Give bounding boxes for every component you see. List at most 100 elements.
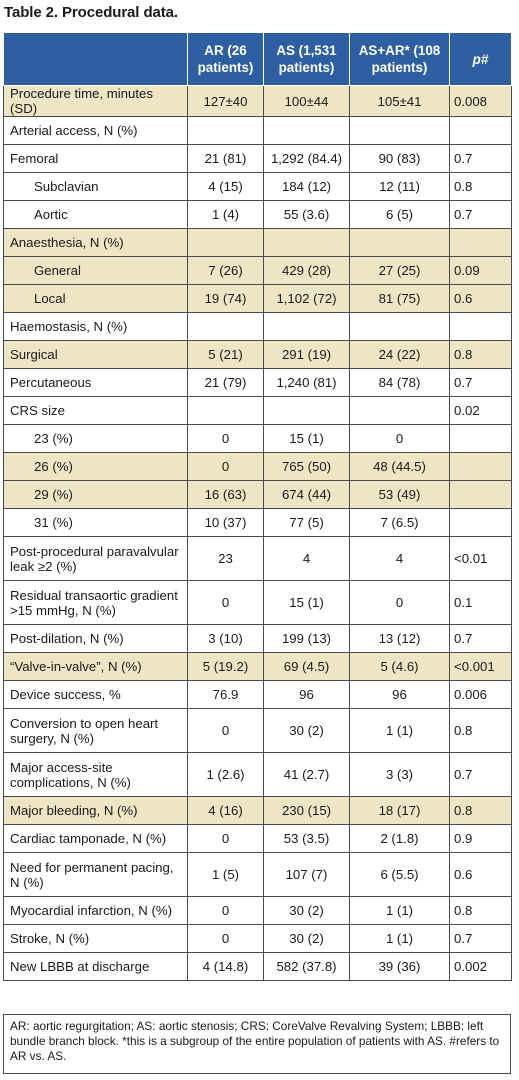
- table-row: Local 19 (74) 1,102 (72) 81 (75) 0.6: [3, 284, 512, 313]
- table-row: “Valve-in-valve”, N (%) 5 (19.2) 69 (4.5) 5…: [3, 652, 512, 681]
- cell-ar: 23: [187, 536, 264, 581]
- table-row: Surgical 5 (21) 291 (19) 24 (22) 0.8: [3, 340, 512, 369]
- cell-p-value: 0.8: [449, 796, 512, 825]
- row-label: Anaesthesia, N (%): [3, 228, 188, 257]
- cell-p-value: <0.001: [449, 652, 512, 681]
- cell-ar: 21 (81): [187, 144, 264, 173]
- cell-p-value: 0.006: [449, 680, 512, 709]
- cell-p-value: 0.8: [449, 340, 512, 369]
- cell-as-ar: 1 (1): [349, 924, 450, 953]
- cell-p-value: 0.6: [449, 852, 512, 897]
- row-label: 31 (%): [3, 508, 188, 537]
- cell-as: 1,240 (81): [263, 368, 350, 397]
- cell-as: [263, 312, 350, 341]
- table-row: Arterial access, N (%): [3, 116, 512, 145]
- table-row: Myocardial infarction, N (%) 0 30 (2) 1 (1)…: [3, 896, 512, 925]
- cell-p-value: [449, 480, 512, 509]
- cell-as: 674 (44): [263, 480, 350, 509]
- cell-ar: [187, 396, 264, 425]
- table-row: Major bleeding, N (%) 4 (16) 230 (15) 18 (1…: [3, 796, 512, 825]
- cell-ar: 0: [187, 896, 264, 925]
- table-row: 31 (%) 10 (37) 77 (5) 7 (6.5): [3, 508, 512, 537]
- table-title: Table 2. Procedural data.: [4, 4, 178, 21]
- table-row: Device success, % 76.9 96 96 0.006: [3, 680, 512, 709]
- cell-as: [263, 116, 350, 145]
- cell-ar: 76.9: [187, 680, 264, 709]
- row-label: Cardiac tamponade, N (%): [3, 824, 188, 853]
- table-row: Need for permanent pacing, N (%) 1 (5) 107…: [3, 852, 512, 897]
- cell-ar: 0: [187, 924, 264, 953]
- cell-p-value: 0.8: [449, 172, 512, 201]
- cell-as-ar: 1 (1): [349, 708, 450, 753]
- cell-p-value: [449, 312, 512, 341]
- cell-as: 582 (37.8): [263, 952, 350, 981]
- cell-ar: 21 (79): [187, 368, 264, 397]
- table-row: Percutaneous 21 (79) 1,240 (81) 84 (78) 0.7: [3, 368, 512, 397]
- cell-p-value: 0.09: [449, 256, 512, 285]
- header-as: AS (1,531 patients): [263, 32, 350, 86]
- cell-ar: 0: [187, 580, 264, 625]
- cell-as-ar: 24 (22): [349, 340, 450, 369]
- table-row: Conversion to open heart surgery, N (%) 0…: [3, 708, 512, 753]
- cell-p-value: [449, 424, 512, 453]
- table-row: 23 (%) 0 15 (1) 0: [3, 424, 512, 453]
- cell-as-ar: 6 (5): [349, 200, 450, 229]
- table-row: Anaesthesia, N (%): [3, 228, 512, 257]
- row-label: “Valve-in-valve”, N (%): [3, 652, 188, 681]
- cell-as-ar: 48 (44.5): [349, 452, 450, 481]
- cell-ar: 1 (2.6): [187, 752, 264, 797]
- cell-as: 230 (15): [263, 796, 350, 825]
- cell-as: 107 (7): [263, 852, 350, 897]
- table-row: 26 (%) 0 765 (50) 48 (44.5): [3, 452, 512, 481]
- cell-as-ar: 1 (1): [349, 896, 450, 925]
- row-label: Residual transaortic gradient >15 mmHg, …: [3, 580, 188, 625]
- cell-ar: 127±40: [187, 85, 264, 117]
- row-label: Femoral: [3, 144, 188, 173]
- row-label: CRS size: [3, 396, 188, 425]
- cell-p-value: 0.6: [449, 284, 512, 313]
- row-label: Percutaneous: [3, 368, 188, 397]
- cell-p-value: [449, 228, 512, 257]
- cell-as-ar: 2 (1.8): [349, 824, 450, 853]
- row-label: Procedure time, minutes (SD): [3, 85, 188, 117]
- cell-as: 30 (2): [263, 896, 350, 925]
- cell-as-ar: [349, 396, 450, 425]
- row-label: Arterial access, N (%): [3, 116, 188, 145]
- cell-as-ar: 81 (75): [349, 284, 450, 313]
- table-footnote: AR: aortic regurgitation; AS: aortic ste…: [3, 1014, 511, 1074]
- cell-p-value: 0.8: [449, 708, 512, 753]
- cell-as-ar: 96: [349, 680, 450, 709]
- cell-as-ar: 13 (12): [349, 624, 450, 653]
- table-row: Major access-site complications, N (%) 1 …: [3, 752, 512, 797]
- cell-as-ar: 90 (83): [349, 144, 450, 173]
- table-row: 29 (%) 16 (63) 674 (44) 53 (49): [3, 480, 512, 509]
- cell-as: 1,292 (84.4): [263, 144, 350, 173]
- cell-as-ar: 0: [349, 424, 450, 453]
- row-label: Haemostasis, N (%): [3, 312, 188, 341]
- cell-as-ar: 5 (4.6): [349, 652, 450, 681]
- cell-p-value: 0.02: [449, 396, 512, 425]
- cell-p-value: 0.7: [449, 924, 512, 953]
- row-label: Major bleeding, N (%): [3, 796, 188, 825]
- cell-p-value: 0.8: [449, 896, 512, 925]
- table-row: New LBBB at discharge 4 (14.8) 582 (37.8) 3…: [3, 952, 512, 981]
- cell-ar: 5 (21): [187, 340, 264, 369]
- cell-ar: 4 (15): [187, 172, 264, 201]
- cell-as: 15 (1): [263, 424, 350, 453]
- cell-as: 41 (2.7): [263, 752, 350, 797]
- cell-as-ar: [349, 312, 450, 341]
- cell-p-value: 0.002: [449, 952, 512, 981]
- cell-as: 30 (2): [263, 924, 350, 953]
- cell-as: 96: [263, 680, 350, 709]
- cell-as-ar: 84 (78): [349, 368, 450, 397]
- cell-p-value: 0.008: [449, 85, 512, 117]
- cell-p-value: <0.01: [449, 536, 512, 581]
- cell-ar: 4 (14.8): [187, 952, 264, 981]
- cell-as-ar: 27 (25): [349, 256, 450, 285]
- cell-as-ar: 12 (11): [349, 172, 450, 201]
- row-label: Conversion to open heart surgery, N (%): [3, 708, 188, 753]
- table-row: General 7 (26) 429 (28) 27 (25) 0.09: [3, 256, 512, 285]
- cell-as-ar: 105±41: [349, 85, 450, 117]
- cell-as: 1,102 (72): [263, 284, 350, 313]
